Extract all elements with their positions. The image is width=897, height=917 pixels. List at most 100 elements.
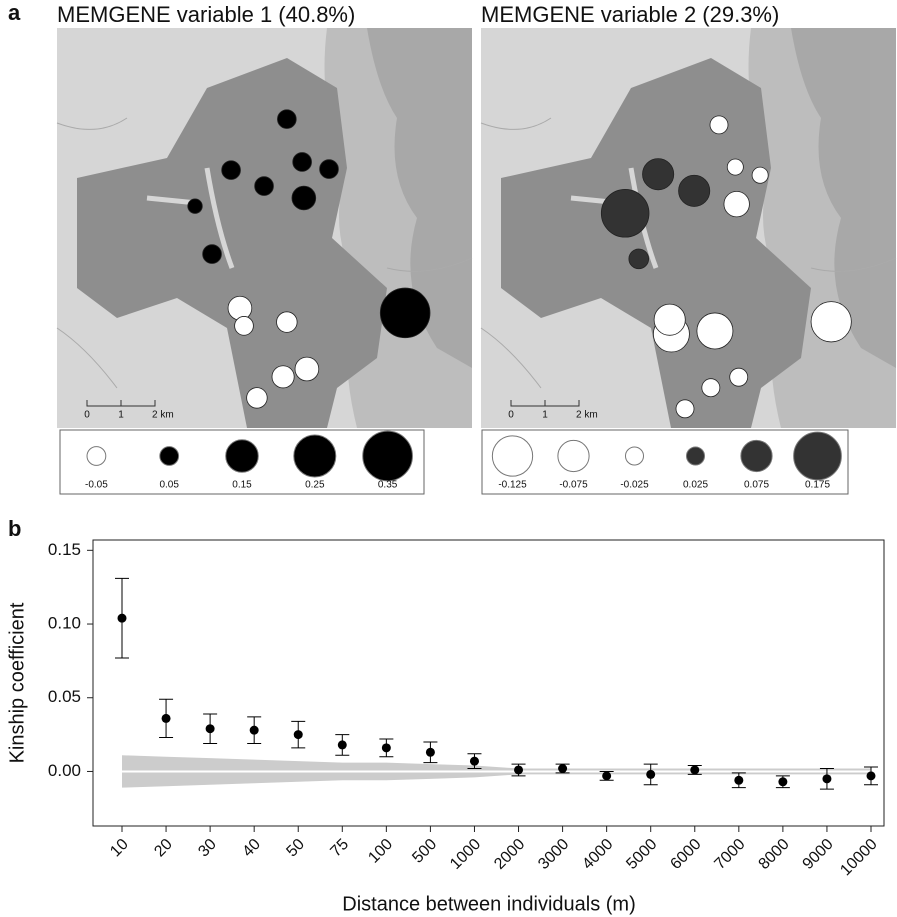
legend-bubble [226,440,259,473]
bubble [629,249,649,269]
bubble [752,167,768,183]
point [250,726,259,735]
bubble [295,357,319,381]
bubble [679,175,710,206]
x-axis-title: Distance between individuals (m) [342,893,635,915]
bubble [730,368,748,386]
legend-label: 0.05 [159,480,179,491]
x-tick-label: 100 [365,836,396,867]
x-tick-label: 7000 [711,836,748,873]
legend-bubble [294,435,336,477]
legend-bubble [686,447,704,465]
point [558,764,567,773]
point [734,776,743,785]
x-tick-label: 9000 [800,836,837,873]
x-tick-label: 3000 [535,836,572,873]
legend-label: 0.075 [744,480,769,491]
bubble [272,366,294,388]
point [602,771,611,780]
null-envelope [122,755,871,771]
x-tick-label: 75 [328,836,353,861]
point [514,765,523,774]
point [646,770,655,779]
bubble [727,159,743,175]
y-tick-label: 0.05 [48,687,81,706]
bubble [277,110,296,129]
bubble [601,189,649,237]
legend-bubble [625,447,643,465]
x-tick-label: 40 [239,836,264,861]
legend-bubble [741,440,772,471]
bubble [654,304,685,335]
point [778,777,787,786]
bubble [228,296,252,320]
scale-label: 0 [508,410,514,421]
x-tick-label: 5000 [623,836,660,873]
bubble [702,379,720,397]
bubble [710,116,728,134]
x-tick-label: 4000 [579,836,616,873]
legend-label: 0.175 [805,480,830,491]
point [867,771,876,780]
bubble [697,313,733,349]
bubble [380,288,430,338]
legend-label: 0.025 [683,480,708,491]
legend-label: 0.35 [378,480,398,491]
map-background [57,28,472,428]
y-axis-title: Kinship coefficient [6,602,28,763]
x-tick-label: 20 [151,836,176,861]
scale-label: 2 km [152,410,174,421]
x-tick-label: 8000 [756,836,793,873]
point [338,740,347,749]
point [426,748,435,757]
legend-label: -0.025 [620,480,649,491]
bubble [188,199,203,214]
legend-bubble [492,436,532,476]
map-title: MEMGENE variable 1 (40.8%) [57,2,355,27]
bubble [643,159,674,190]
map-background [481,28,896,428]
bubble [292,186,316,210]
panel-label: a [8,0,21,25]
map-panel: 0 1 2 km [57,28,472,428]
x-tick-label: 1000 [447,836,484,873]
bubble [235,316,254,335]
bubble [724,191,749,216]
y-tick-label: 0.10 [48,614,81,633]
x-tick-label: 500 [409,836,440,867]
point [294,730,303,739]
point [206,724,215,733]
point [162,714,171,723]
scale-label: 1 [542,410,548,421]
scale-label: 1 [118,410,124,421]
point [118,614,127,623]
bubble [293,153,312,172]
legend-label: 0.15 [232,480,252,491]
bubble [676,400,694,418]
x-tick-label: 10000 [837,836,881,880]
panel-label: b [8,516,21,541]
y-tick-label: 0.15 [48,540,81,559]
legend-label: -0.075 [559,480,588,491]
legend-label: 0.25 [305,480,325,491]
point [382,743,391,752]
x-tick-label: 30 [195,836,220,861]
x-tick-label: 2000 [491,836,528,873]
bubble [247,388,268,409]
point [822,774,831,783]
figure: a b 0 1 2 km 0 1 2 km Distance between indiv… [0,0,897,917]
bubble [222,161,241,180]
point [470,757,479,766]
x-tick-label: 50 [283,836,308,861]
scale-label: 0 [84,410,90,421]
bubble [255,177,274,196]
bubble [277,312,298,333]
legend-bubble [363,431,413,481]
legend-label: -0.125 [498,480,527,491]
legend-bubble [160,447,179,466]
legend-bubble [87,447,106,466]
legend-bubble [794,432,842,480]
x-tick-label: 10 [107,836,132,861]
null-envelope [122,771,871,787]
